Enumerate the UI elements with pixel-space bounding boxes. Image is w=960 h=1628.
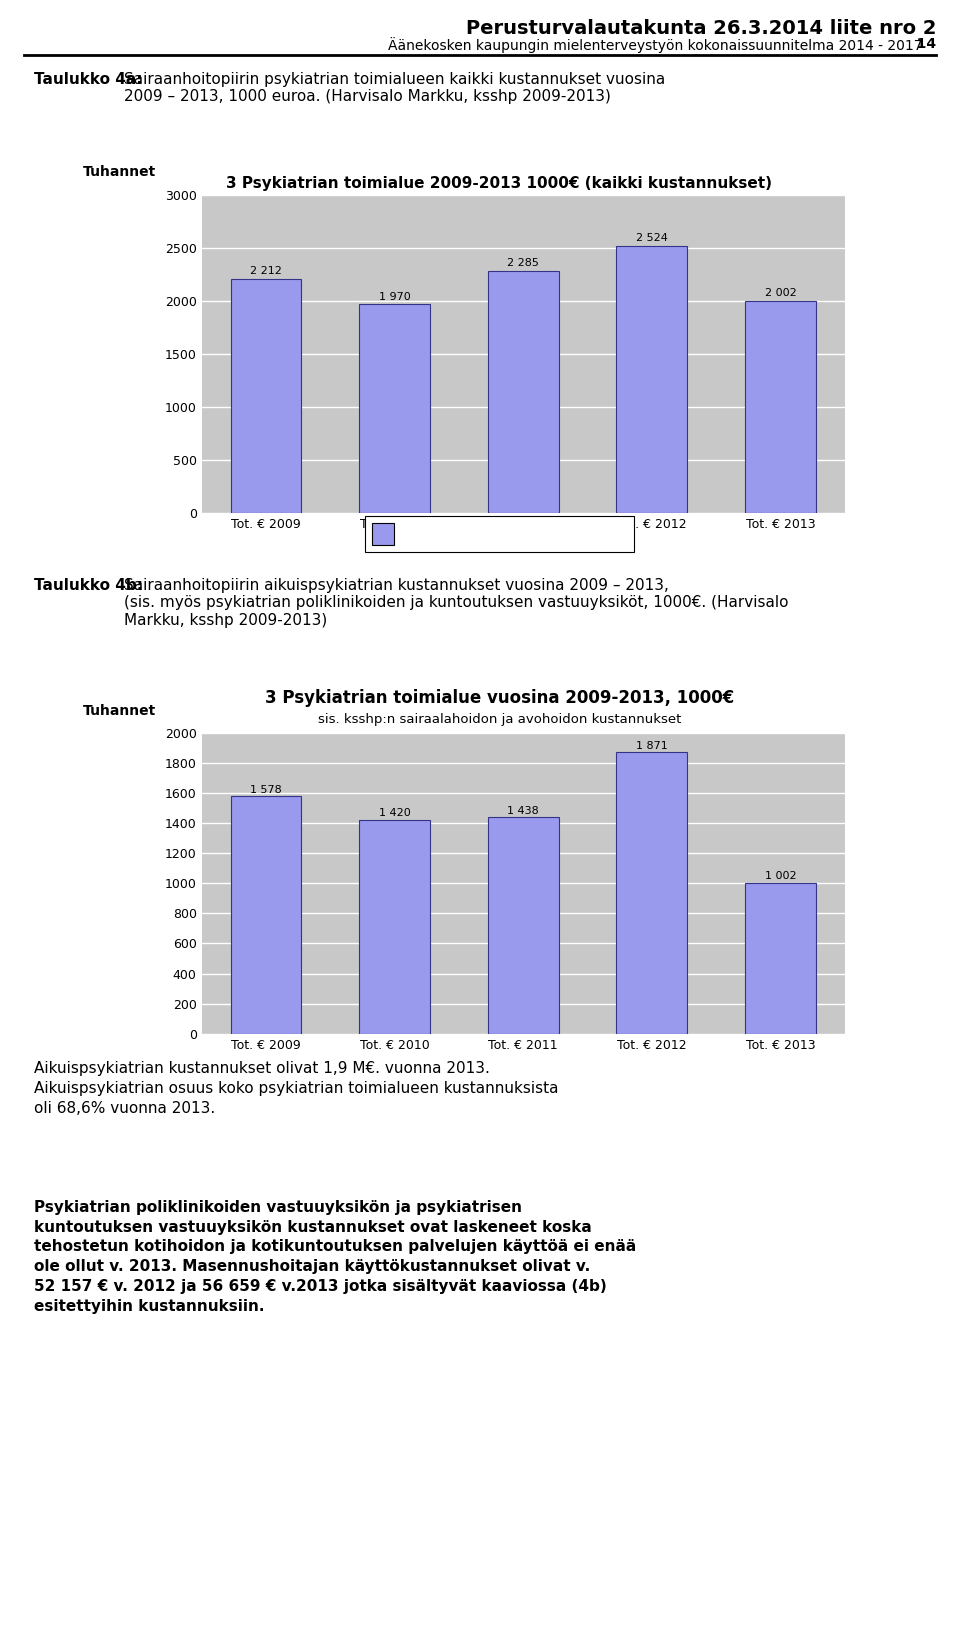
Text: 1 871: 1 871 [636, 741, 668, 751]
Text: Taulukko 4a:: Taulukko 4a: [34, 72, 147, 86]
Text: 1 002: 1 002 [765, 871, 796, 881]
Text: 3 Psykiatrian toimialue: 3 Psykiatrian toimialue [401, 527, 544, 540]
Text: 2 212: 2 212 [250, 265, 282, 277]
Text: 1 420: 1 420 [378, 809, 411, 819]
Text: Taulukko 4b:: Taulukko 4b: [34, 578, 148, 593]
Bar [359, 821, 430, 1034]
Text: Sairaanhoitopiirin aikuispsykiatrian kustannukset vuosina 2009 – 2013,
(sis. myö: Sairaanhoitopiirin aikuispsykiatrian kus… [124, 578, 788, 628]
Text: Tuhannet: Tuhannet [83, 703, 156, 718]
Text: 3 Psykiatrian toimialue 2009-2013 1000€ (kaikki kustannukset): 3 Psykiatrian toimialue 2009-2013 1000€ … [227, 176, 772, 190]
Text: 2 524: 2 524 [636, 233, 668, 243]
Text: 1 438: 1 438 [507, 806, 540, 816]
Text: Sairaanhoitopiirin psykiatrian toimialueen kaikki kustannukset vuosina
2009 – 20: Sairaanhoitopiirin psykiatrian toimialue… [124, 72, 665, 104]
Text: Äänekosken kaupungin mielenterveystyön kokonaissuunnitelma 2014 - 2017: Äänekosken kaupungin mielenterveystyön k… [389, 37, 936, 54]
Bar [616, 246, 687, 513]
Text: Tuhannet: Tuhannet [83, 166, 156, 179]
Bar [230, 796, 301, 1034]
Text: sis. ksshp:n sairaalahoidon ja avohoidon kustannukset: sis. ksshp:n sairaalahoidon ja avohoidon… [318, 713, 681, 726]
Text: 2 285: 2 285 [507, 259, 540, 269]
Bar [616, 752, 687, 1034]
Text: 3 Psykiatrian toimialue vuosina 2009-2013, 1000€: 3 Psykiatrian toimialue vuosina 2009-201… [265, 689, 733, 707]
Bar [745, 882, 816, 1034]
Text: Perusturvalautakunta 26.3.2014 liite nro 2: Perusturvalautakunta 26.3.2014 liite nro… [466, 20, 936, 37]
Bar [359, 304, 430, 513]
Text: 14: 14 [901, 37, 936, 52]
Text: 1 970: 1 970 [378, 291, 411, 301]
Text: Aikuispsykiatrian kustannukset olivat 1,9 M€. vuonna 2013.
Aikuispsykiatrian osu: Aikuispsykiatrian kustannukset olivat 1,… [34, 1061, 558, 1117]
Text: 1 578: 1 578 [250, 785, 282, 794]
Bar [488, 270, 559, 513]
Text: 2 002: 2 002 [764, 288, 797, 298]
Text: Psykiatrian poliklinikoiden vastuuyksikön ja psykiatrisen
kuntoutuksen vastuuyks: Psykiatrian poliklinikoiden vastuuyksikö… [34, 1200, 636, 1314]
Bar [230, 278, 301, 513]
Bar [488, 817, 559, 1034]
Bar [745, 301, 816, 513]
